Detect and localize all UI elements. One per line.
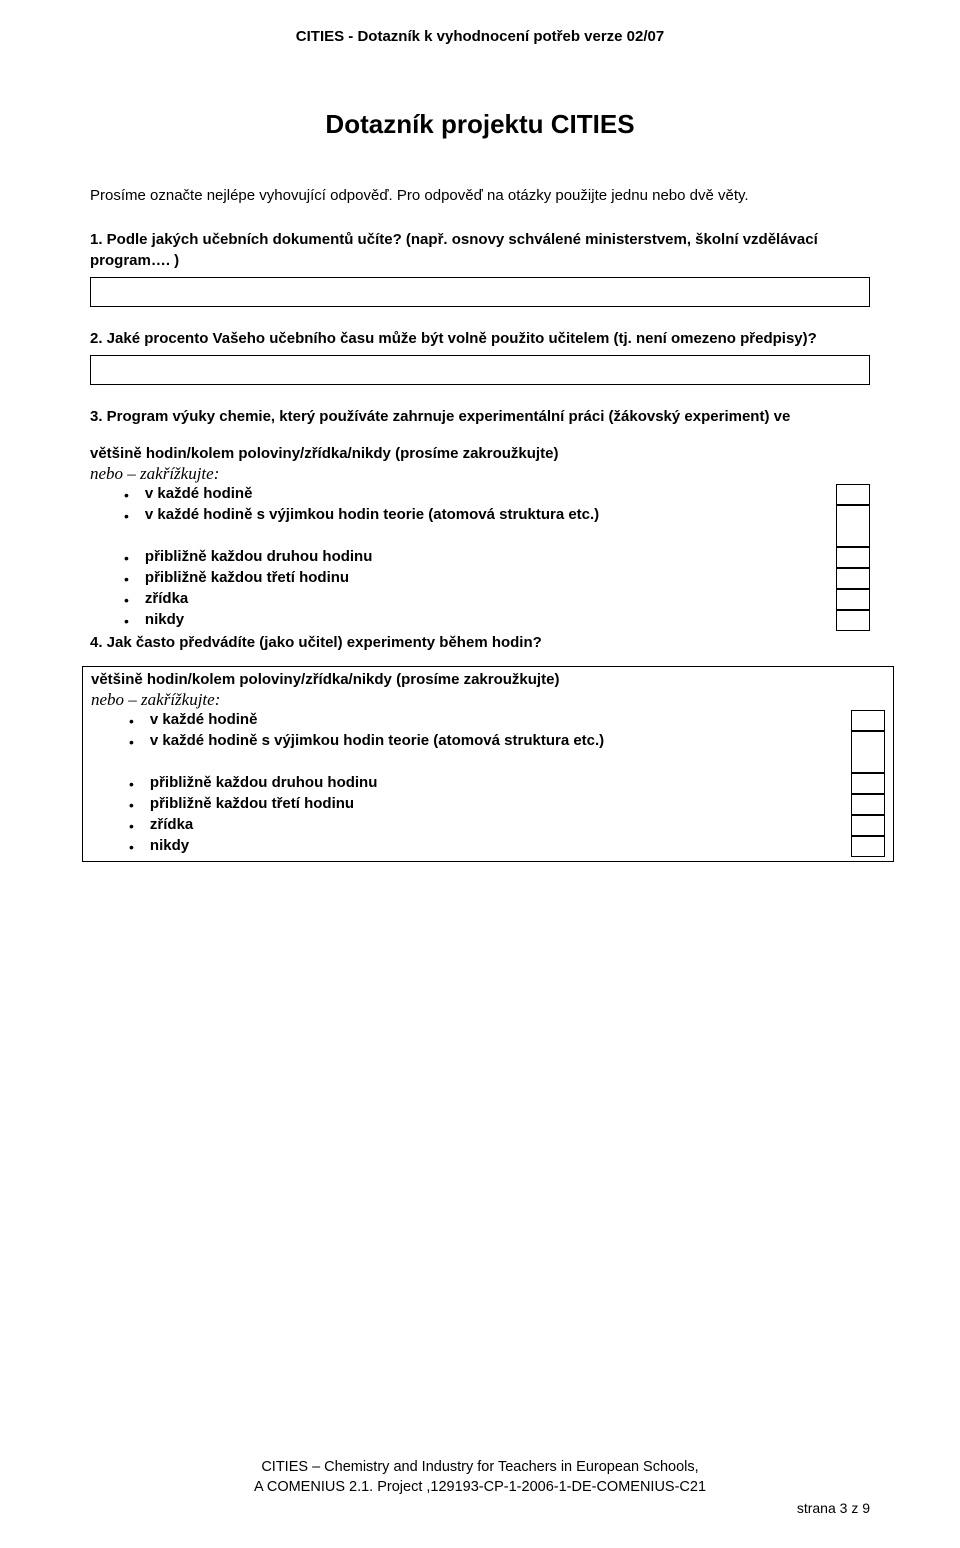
- option-label: nikdy: [150, 836, 843, 856]
- bullet-icon: •: [124, 589, 129, 610]
- option-label: přibližně každou třetí hodinu: [150, 794, 843, 814]
- answer-box-2[interactable]: [90, 355, 870, 385]
- option-checkbox[interactable]: [851, 836, 885, 857]
- option-row: • přibližně každou druhou hodinu: [129, 773, 885, 794]
- option-checkbox[interactable]: [836, 505, 870, 547]
- question-1: 1. Podle jakých učebních dokumentů učíte…: [90, 230, 870, 271]
- bullet-icon: •: [124, 484, 129, 505]
- instruction-circle-2: většině hodin/kolem poloviny/zřídka/nikd…: [91, 671, 885, 688]
- option-checkbox[interactable]: [851, 710, 885, 731]
- instruction-cross-2: nebo – zakřížkujte:: [91, 690, 885, 710]
- page-footer: CITIES – Chemistry and Industry for Teac…: [90, 1458, 870, 1518]
- document-title: Dotazník projektu CITIES: [90, 109, 870, 140]
- option-row: • přibližně každou druhou hodinu: [124, 547, 870, 568]
- option-checkbox[interactable]: [836, 589, 870, 610]
- bullet-icon: •: [124, 568, 129, 589]
- option-checkbox[interactable]: [836, 484, 870, 505]
- instruction-circle-1: většině hodin/kolem poloviny/zřídka/nikd…: [90, 445, 870, 462]
- option-checkbox[interactable]: [851, 773, 885, 794]
- bullet-icon: •: [124, 505, 129, 526]
- bullet-icon: •: [129, 794, 134, 815]
- bullet-icon: •: [124, 610, 129, 631]
- bullet-icon: •: [129, 773, 134, 794]
- option-checkbox[interactable]: [836, 547, 870, 568]
- option-label: přibližně každou druhou hodinu: [150, 773, 843, 793]
- option-row: • nikdy: [129, 836, 885, 857]
- answer-box-1[interactable]: [90, 277, 870, 307]
- page-number: strana 3 z 9: [90, 1499, 870, 1518]
- option-label: v každé hodině s výjimkou hodin teorie (…: [150, 731, 843, 751]
- intro-text: Prosíme označte nejlépe vyhovující odpov…: [90, 186, 870, 206]
- option-label: přibližně každou druhou hodinu: [145, 547, 828, 567]
- option-checkbox[interactable]: [836, 610, 870, 631]
- page-header: CITIES - Dotazník k vyhodnocení potřeb v…: [90, 28, 870, 45]
- option-label: zřídka: [150, 815, 843, 835]
- footer-line-1: CITIES – Chemistry and Industry for Teac…: [90, 1458, 870, 1478]
- bullet-icon: •: [129, 836, 134, 857]
- option-row: • v každé hodině s výjimkou hodin teorie…: [124, 505, 870, 547]
- option-row: • přibližně každou třetí hodinu: [124, 568, 870, 589]
- document-page: CITIES - Dotazník k vyhodnocení potřeb v…: [0, 0, 960, 1548]
- bullet-icon: •: [129, 731, 134, 752]
- option-row: • nikdy: [124, 610, 870, 631]
- option-label: přibližně každou třetí hodinu: [145, 568, 828, 588]
- question-4: 4. Jak často předvádíte (jako učitel) ex…: [90, 633, 870, 653]
- option-checkbox[interactable]: [851, 794, 885, 815]
- option-checkbox[interactable]: [851, 731, 885, 773]
- option-label: zřídka: [145, 589, 828, 609]
- bullet-icon: •: [124, 547, 129, 568]
- option-label: v každé hodině s výjimkou hodin teorie (…: [145, 505, 828, 525]
- option-label: v každé hodině: [145, 484, 828, 504]
- option-row: • zřídka: [129, 815, 885, 836]
- bullet-icon: •: [129, 815, 134, 836]
- question-3: 3. Program výuky chemie, který používáte…: [90, 407, 870, 427]
- option-row: • v každé hodině: [129, 710, 885, 731]
- framed-options-block: většině hodin/kolem poloviny/zřídka/nikd…: [82, 666, 894, 862]
- bullet-icon: •: [129, 710, 134, 731]
- option-label: nikdy: [145, 610, 828, 630]
- option-checkbox[interactable]: [851, 815, 885, 836]
- footer-line-2: A COMENIUS 2.1. Project ,129193-CP-1-200…: [90, 1478, 870, 1498]
- option-label: v každé hodině: [150, 710, 843, 730]
- question-2: 2. Jaké procento Vašeho učebního času mů…: [90, 329, 870, 349]
- option-row: • zřídka: [124, 589, 870, 610]
- option-checkbox[interactable]: [836, 568, 870, 589]
- instruction-cross-1: nebo – zakřížkujte:: [90, 464, 870, 484]
- option-row: • přibližně každou třetí hodinu: [129, 794, 885, 815]
- option-row: • v každé hodině s výjimkou hodin teorie…: [129, 731, 885, 773]
- option-row: • v každé hodině: [124, 484, 870, 505]
